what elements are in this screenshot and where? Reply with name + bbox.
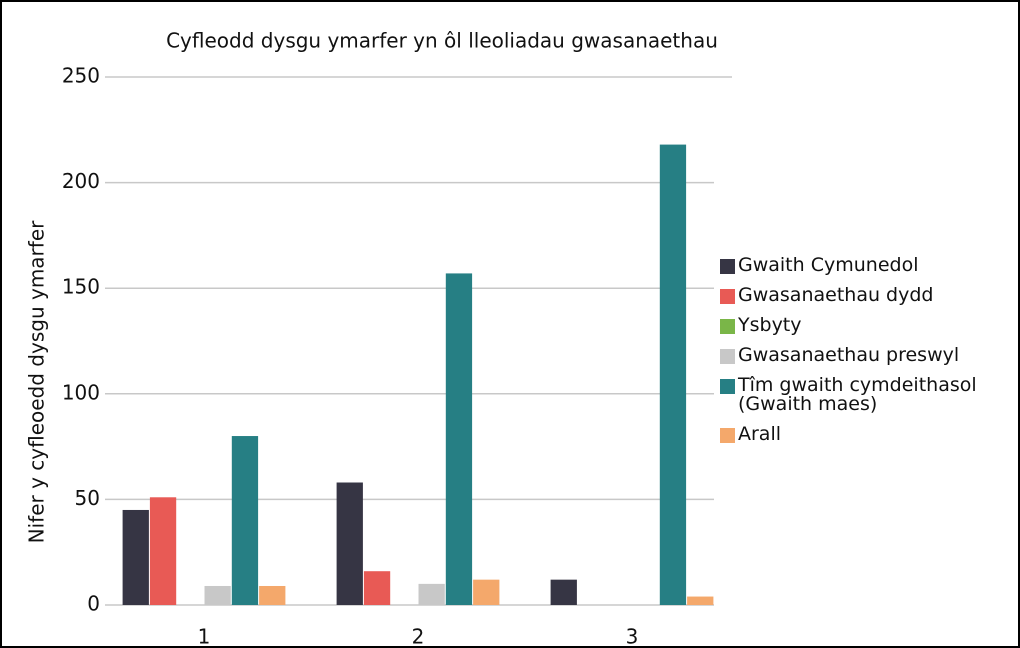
bar: [122, 509, 149, 605]
legend-label: Gwasanaethau preswyl: [738, 344, 960, 366]
bar: [550, 579, 577, 605]
bar: [336, 482, 363, 605]
legend-swatch: [720, 428, 735, 443]
y-tick-label: 150: [62, 275, 100, 299]
y-tick-label: 200: [62, 169, 100, 193]
legend-item: Gwaith Cymunedol: [720, 256, 1010, 275]
legend-label: Arall: [738, 423, 782, 445]
y-tick-label: 250: [62, 64, 100, 88]
legend-swatch: [720, 319, 735, 334]
bar: [473, 579, 500, 605]
y-tick-label: 100: [62, 380, 100, 404]
legend-label: Gwaith Cymunedol: [738, 254, 919, 276]
legend-item: Arall: [720, 425, 1010, 444]
bar: [687, 596, 714, 605]
legend-item: Gwasanaethau dydd: [720, 286, 1010, 305]
legend-item: Ysbyty: [720, 316, 1010, 335]
legend-swatch: [720, 259, 735, 274]
legend-swatch: [720, 379, 735, 394]
bar: [445, 273, 473, 605]
bar: [259, 585, 286, 605]
bar: [204, 585, 231, 605]
legend-swatch: [720, 289, 735, 304]
y-tick-label: 50: [75, 486, 100, 510]
bar: [418, 583, 445, 605]
chart-title: Cyfleodd dysgu ymarfer yn ôl lleoliadau …: [166, 29, 718, 53]
x-tick-label: 1: [198, 625, 211, 647]
bar: [363, 571, 391, 605]
legend-label: Ysbyty: [738, 314, 802, 336]
y-axis-label: Nifer y cyfleoedd dysgu ymarfer: [25, 220, 49, 543]
y-tick-label: 0: [87, 592, 100, 616]
bar: [231, 436, 259, 605]
legend-item: Tîm gwaith cymdeithasol (Gwaith maes): [720, 376, 1010, 414]
x-tick-label: 3: [626, 625, 639, 647]
legend-label: Gwasanaethau dydd: [738, 284, 934, 306]
x-tick-label: 2: [412, 625, 425, 647]
bar: [659, 144, 687, 606]
legend: Gwaith Cymunedol Gwasanaethau dydd Ysbyty G…: [720, 256, 1010, 455]
legend-label: Tîm gwaith cymdeithasol (Gwaith maes): [738, 374, 977, 415]
bar: [149, 497, 177, 605]
legend-swatch: [720, 349, 735, 364]
legend-item: Gwasanaethau preswyl: [720, 346, 1010, 365]
